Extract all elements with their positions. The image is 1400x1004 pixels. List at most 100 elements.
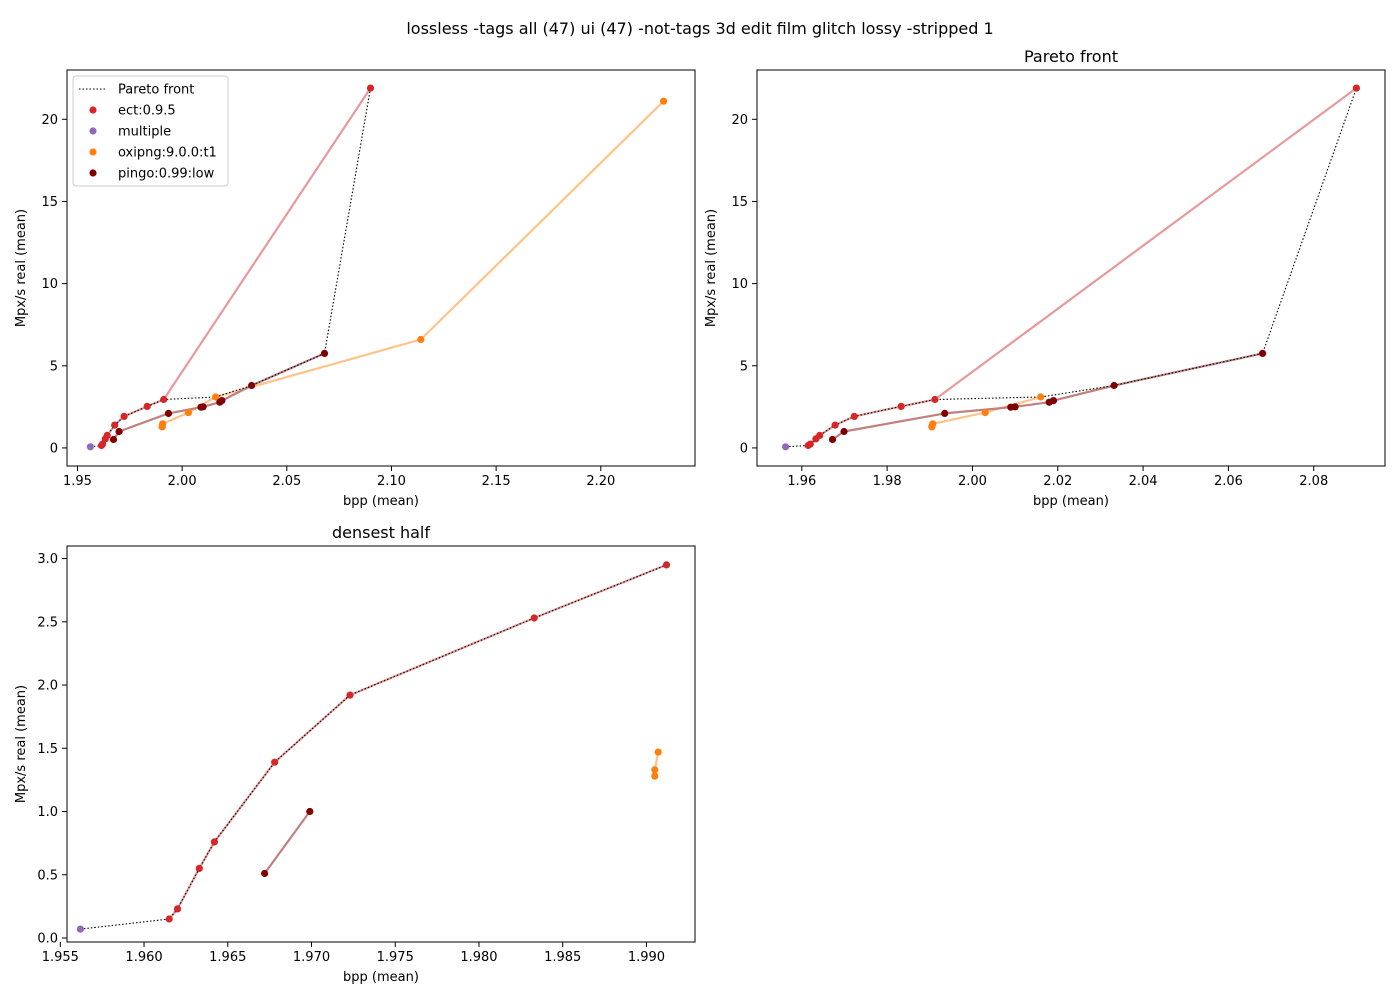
data-point-oxipng bbox=[1037, 393, 1045, 401]
data-point-oxipng bbox=[654, 748, 662, 756]
x-tick-label: 1.95 bbox=[63, 474, 92, 489]
x-tick-label: 1.985 bbox=[544, 950, 581, 965]
data-point-ect bbox=[662, 561, 671, 569]
data-point-pingo bbox=[248, 381, 256, 390]
data-point-ect bbox=[165, 915, 173, 923]
data-point-pingo bbox=[1259, 349, 1267, 357]
x-tick-label: 1.975 bbox=[377, 950, 414, 965]
legend-label: pingo:0.99:low bbox=[118, 167, 215, 182]
x-axis-label: bpp (mean) bbox=[1033, 494, 1109, 509]
data-point-pingo bbox=[1049, 397, 1058, 405]
data-point-pingo bbox=[218, 397, 226, 405]
legend-box bbox=[72, 75, 229, 187]
data-point-pingo bbox=[164, 409, 173, 417]
plot-frame bbox=[66, 545, 696, 943]
x-tick-label: 2.02 bbox=[1043, 474, 1072, 489]
data-point-ect bbox=[210, 838, 218, 846]
plot-area bbox=[86, 84, 668, 451]
series-line-ect bbox=[168, 563, 667, 920]
x-tick-label: 1.960 bbox=[125, 950, 162, 965]
y-tick-label: 15 bbox=[731, 195, 748, 210]
chart-title: Pareto front bbox=[1024, 47, 1118, 66]
x-tick-label: 1.98 bbox=[873, 474, 902, 489]
legend-swatch-ect bbox=[89, 106, 97, 114]
x-tick-label: 1.96 bbox=[787, 474, 816, 489]
y-tick-label: 5 bbox=[740, 359, 748, 374]
legend-label: multiple bbox=[118, 125, 171, 140]
y-axis-label: Mpx/s real (mean) bbox=[14, 209, 29, 327]
data-point-multiple bbox=[76, 925, 84, 933]
legend-swatch-oxipng bbox=[89, 148, 97, 156]
data-point-pingo bbox=[306, 807, 314, 816]
legend-label: oxipng:9.0.0:t1 bbox=[118, 146, 217, 161]
data-point-oxipng bbox=[159, 420, 167, 428]
chart-all: 1.95 2.00 2.05 2.10 2.15 2.20 0 5 10 15 20 bpp (mea… bbox=[14, 69, 696, 509]
y-tick-label: 1.0 bbox=[37, 805, 58, 820]
data-point-ect bbox=[111, 421, 119, 429]
y-tick-label: 2.0 bbox=[37, 679, 58, 694]
chart-pareto-front: Pareto front 1.96 1.98 2.00 2.02 2.04 2.06 2.08… bbox=[704, 47, 1386, 509]
data-point-pingo bbox=[320, 349, 329, 357]
y-tick-label: 0.5 bbox=[37, 868, 58, 883]
data-point-pingo bbox=[199, 403, 207, 411]
data-point-ect bbox=[931, 395, 939, 404]
x-tick-label: 2.05 bbox=[272, 474, 301, 489]
x-tick-label: 2.08 bbox=[1299, 474, 1328, 489]
data-point-oxipng bbox=[417, 335, 425, 344]
x-tick-label: 1.990 bbox=[628, 950, 665, 965]
x-axis-label: bpp (mean) bbox=[343, 970, 419, 985]
data-point-pingo bbox=[828, 435, 837, 444]
pareto-front-line bbox=[80, 564, 667, 930]
legend: Pareto front ect:0.9.5 multiple oxipng:9.0.… bbox=[72, 75, 229, 187]
x-tick-label: 2.00 bbox=[958, 474, 987, 489]
data-point-ect bbox=[1352, 84, 1360, 92]
data-point-ect bbox=[195, 864, 203, 873]
x-tick-label: 2.00 bbox=[168, 474, 197, 489]
x-tick-label: 1.970 bbox=[293, 950, 330, 965]
plot-frame bbox=[66, 69, 696, 467]
data-point-ect bbox=[816, 431, 824, 439]
figure-suptitle: lossless -tags all (47) ui (47) -not-tag… bbox=[406, 19, 993, 38]
data-point-ect bbox=[160, 395, 168, 404]
y-tick-label: 0.0 bbox=[37, 932, 58, 947]
legend-label: Pareto front bbox=[118, 83, 194, 98]
data-point-oxipng bbox=[929, 420, 937, 428]
data-point-ect bbox=[806, 440, 814, 448]
plot-area bbox=[782, 84, 1360, 451]
data-point-pingo bbox=[115, 427, 123, 436]
y-tick-label: 10 bbox=[731, 277, 748, 292]
legend-label: ect:0.9.5 bbox=[118, 104, 176, 119]
y-tick-label: 20 bbox=[41, 113, 58, 128]
y-tick-label: 1.5 bbox=[37, 742, 58, 757]
data-point-ect bbox=[173, 905, 182, 913]
data-point-ect bbox=[271, 758, 279, 766]
legend-swatch-multiple bbox=[89, 127, 97, 135]
data-point-oxipng bbox=[184, 409, 192, 417]
chart-densest-half: densest half 1.955 1.960 1.965 1.970 1.975 1.9… bbox=[14, 523, 696, 985]
data-point-multiple bbox=[782, 443, 790, 451]
chart-title: densest half bbox=[332, 523, 430, 542]
plot-frame bbox=[756, 69, 1386, 467]
x-tick-label: 2.20 bbox=[586, 474, 615, 489]
y-tick-label: 2.5 bbox=[37, 615, 58, 630]
plot-area bbox=[76, 561, 671, 933]
data-point-ect bbox=[103, 431, 111, 439]
x-axis-label: bpp (mean) bbox=[343, 494, 419, 509]
data-point-multiple bbox=[86, 443, 94, 451]
data-point-pingo bbox=[1110, 381, 1118, 390]
y-tick-label: 5 bbox=[50, 359, 58, 374]
y-axis-label: Mpx/s real (mean) bbox=[704, 209, 719, 327]
y-tick-label: 3.0 bbox=[37, 552, 58, 567]
data-point-oxipng bbox=[660, 97, 668, 105]
x-tick-label: 2.15 bbox=[482, 474, 511, 489]
data-point-ect bbox=[831, 421, 839, 429]
data-point-pingo bbox=[1011, 403, 1019, 411]
y-tick-label: 0 bbox=[50, 441, 58, 456]
pareto-front-line bbox=[785, 87, 1357, 448]
y-tick-label: 10 bbox=[41, 277, 58, 292]
y-tick-label: 0 bbox=[740, 441, 748, 456]
series-line-ect bbox=[807, 87, 1358, 447]
data-point-ect bbox=[346, 691, 354, 699]
